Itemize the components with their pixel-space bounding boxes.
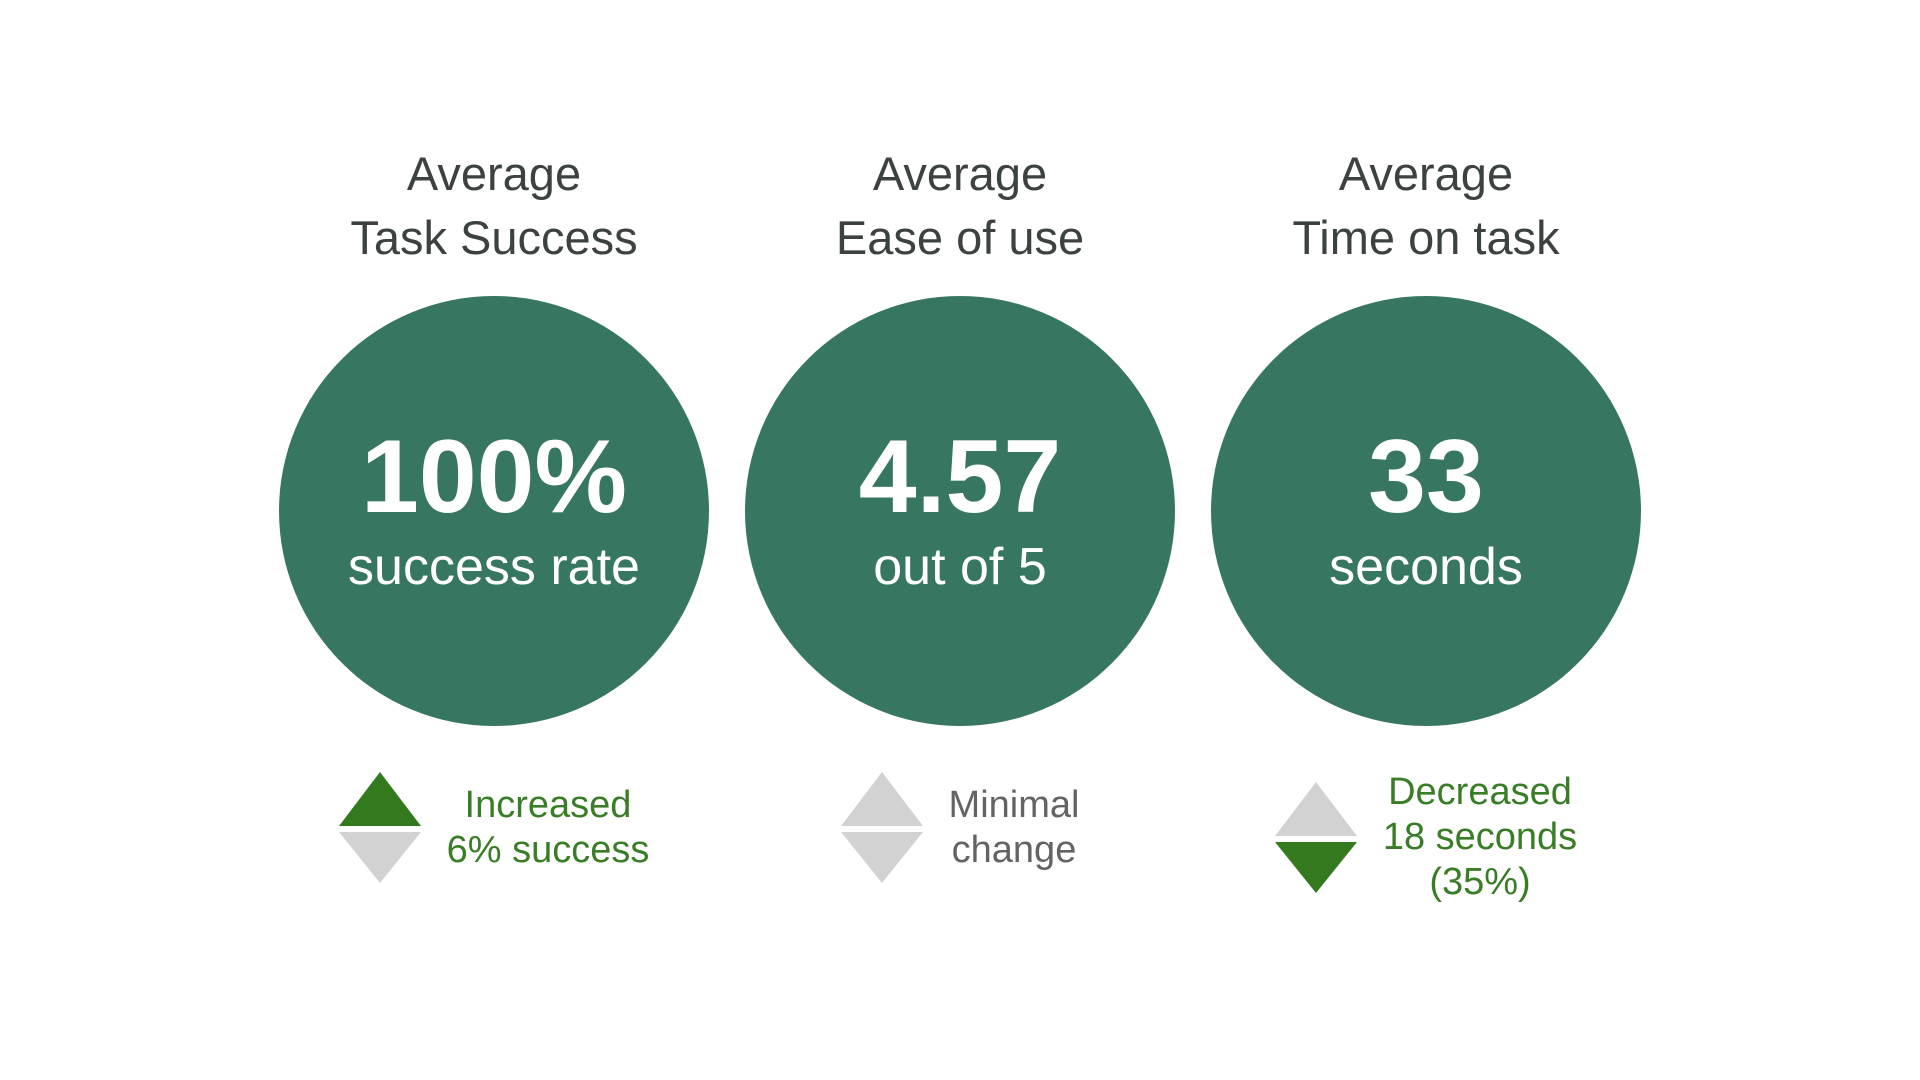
down-triangle-icon xyxy=(840,832,923,883)
down-triangle-icon xyxy=(338,832,421,883)
up-triangle-icon xyxy=(840,772,923,826)
metric-title-line2: Time on task xyxy=(1292,211,1560,264)
kpi-circle-task-success: 100% success rate xyxy=(279,296,709,726)
delta-text-line1: Decreased xyxy=(1388,771,1572,813)
delta-indicator-ease-of-use: Minimal change xyxy=(840,770,1080,885)
metric-column-time-on-task: Average Time on task 33 seconds Decrease… xyxy=(1202,142,1650,905)
metric-title-line2: Ease of use xyxy=(835,211,1085,264)
arrow-stack xyxy=(338,772,421,883)
delta-text-line1: Increased xyxy=(464,783,632,826)
delta-indicator-task-success: Increased 6% success xyxy=(338,770,650,885)
delta-text: Increased 6% success xyxy=(447,783,650,873)
kpi-value: 100% xyxy=(361,419,627,536)
delta-text-line1: Minimal xyxy=(948,783,1080,826)
up-triangle-icon xyxy=(338,772,421,826)
delta-text: Decreased 18 seconds (35%) xyxy=(1383,770,1577,905)
kpi-circle-ease-of-use: 4.57 out of 5 xyxy=(745,296,1175,726)
kpi-caption: seconds xyxy=(1329,538,1523,597)
kpi-board: Average Task Success 100% success rate I… xyxy=(270,142,1650,905)
metric-title-line1: Average xyxy=(406,147,582,200)
metric-title-line1: Average xyxy=(1338,147,1514,200)
metric-title: Average Ease of use xyxy=(836,142,1084,270)
kpi-caption: success rate xyxy=(348,538,640,597)
up-triangle-icon xyxy=(1274,782,1357,836)
kpi-value: 4.57 xyxy=(858,419,1062,536)
arrow-stack xyxy=(840,772,923,883)
delta-text-line2: change xyxy=(951,828,1077,871)
kpi-value: 33 xyxy=(1368,419,1484,536)
metric-title-line1: Average xyxy=(872,147,1048,200)
metric-column-task-success: Average Task Success 100% success rate I… xyxy=(270,142,718,905)
delta-text: Minimal change xyxy=(949,783,1080,873)
metric-column-ease-of-use: Average Ease of use 4.57 out of 5 Minima… xyxy=(736,142,1184,905)
metric-title-line2: Task Success xyxy=(350,211,638,264)
delta-text-line3: (35%) xyxy=(1429,861,1531,903)
delta-indicator-time-on-task: Decreased 18 seconds (35%) xyxy=(1274,770,1577,905)
metric-title: Average Time on task xyxy=(1292,142,1559,270)
delta-text-line2: 6% success xyxy=(446,828,650,871)
delta-text-line2: 18 seconds xyxy=(1382,816,1578,858)
metric-title: Average Task Success xyxy=(350,142,637,270)
arrow-stack xyxy=(1274,782,1357,893)
kpi-circle-time-on-task: 33 seconds xyxy=(1211,296,1641,726)
kpi-caption: out of 5 xyxy=(873,538,1047,597)
down-triangle-icon xyxy=(1274,842,1357,893)
